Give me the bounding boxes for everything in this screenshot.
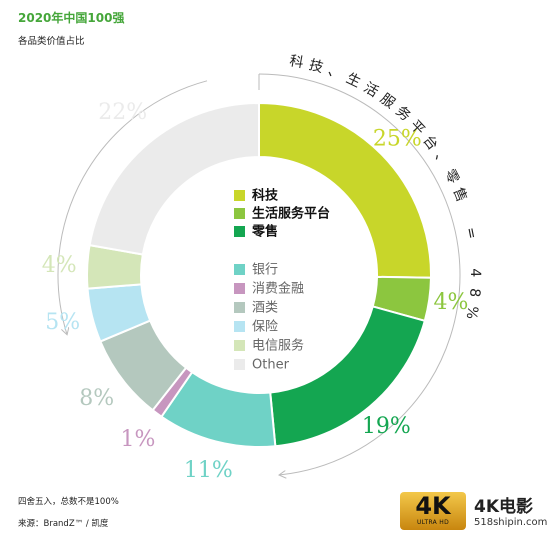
legend-label: 零售 [251,224,278,240]
annotation-char: 服 [377,91,398,112]
annotation-char: 务 [392,103,413,124]
slice-value-label: 22% [98,100,147,125]
legend-swatch [234,359,245,370]
annotation-char: 、 [326,63,345,83]
annotation-char: 8 [466,288,483,298]
annotation-char: 科 [288,53,305,71]
slice-value-label: 19% [362,414,411,439]
annotation-char: 台 [419,133,440,154]
legend-label: 消费金融 [252,281,304,297]
legend-label: 酒类 [252,301,278,316]
slice-labels: 25% 4% 19% 11% 1% 8% 5% 4% 22% [42,100,469,483]
slice-value-label: 4% [434,290,469,315]
donut-slice-other [88,101,260,256]
slice-value-label: 25% [373,126,422,151]
annotation-char: 活 [361,80,381,101]
brand-url: 518shipin.com [474,517,548,528]
legend-label: 生活服务平台 [252,206,330,222]
brand-name: 4K电影 [474,497,534,517]
slice-value-label: 8% [79,386,114,411]
legend-label: 电信服务 [252,338,304,354]
annotation-char: 技 [307,57,325,76]
annotation-char: 生 [344,70,364,91]
annotation-char: 、 [431,149,452,169]
legend-swatch [234,283,245,294]
annotation-char: 零 [441,167,462,187]
legend-swatch [234,226,245,237]
legend-label: 科技 [252,188,279,204]
footnote: 四舍五入，总数不是100% [18,497,119,507]
right-bracket-arc [258,73,461,475]
left-bracket-arc [57,80,208,334]
chart-title: 2020年中国100强 [18,11,125,25]
legend-swatch [234,264,245,275]
slice-value-label: 11% [184,458,233,483]
slice-value-label: 4% [42,253,77,278]
legend-label: 银行 [252,263,278,278]
annotation-char: 4 [467,268,483,277]
badge-subtext: ULTRA HD [416,519,450,526]
badge-text: 4K [415,492,451,520]
annotation-char: = [462,226,480,241]
annotation-char: 售 [450,185,470,204]
donut-arcs [86,101,432,448]
legend-swatch [234,321,245,332]
legend-swatch [234,190,245,201]
guide-lines [57,73,461,475]
annotation-char: % [463,305,481,321]
legend-label: 保险 [252,320,278,335]
legend-swatch [234,208,245,219]
slice-value-label: 5% [45,310,80,335]
source-note: 来源：BrandZ™ / 凯度 [18,519,109,529]
slice-value-label: 1% [121,427,156,452]
legend-swatch [234,340,245,351]
legend-swatch [234,302,245,313]
legend-label: Other [252,358,290,373]
chart-subtitle: 各品类价值占比 [18,36,85,47]
badge-icon [400,492,466,530]
